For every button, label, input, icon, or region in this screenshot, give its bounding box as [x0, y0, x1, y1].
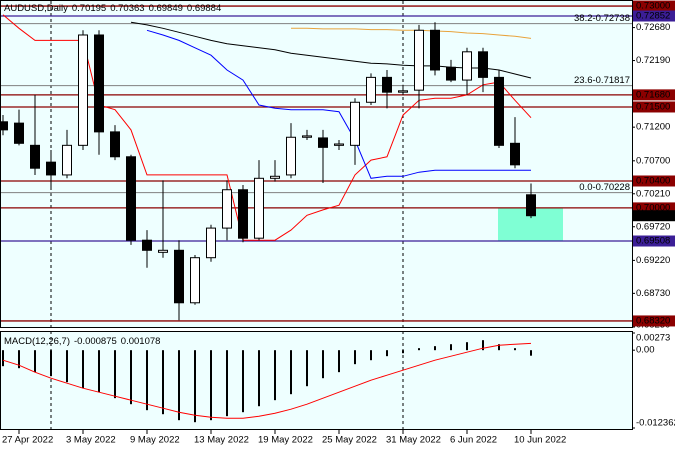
main-panel	[0, 0, 633, 328]
indicator-line	[2, 14, 532, 241]
x-tick-label: 3 May 2022	[66, 435, 116, 446]
fib-label: 23.6-0.71817	[574, 75, 630, 86]
candle-body	[254, 177, 264, 239]
candle-body	[46, 161, 56, 176]
macd-header-part: MACD(12,26,7)	[4, 336, 70, 347]
candle-body	[0, 121, 8, 131]
macd-header: MACD(12,26,7) -0.000875 0.001078	[4, 336, 160, 347]
x-tick-label: 10 Jun 2022	[514, 435, 566, 446]
fib-label: 38.2-0.72738	[574, 13, 630, 24]
candle-body	[158, 249, 168, 253]
candle-body	[142, 239, 152, 251]
y-tick-label: 0.00	[636, 345, 655, 356]
candle-body	[270, 175, 280, 179]
candle-body	[126, 156, 136, 241]
y-tick-label: 0.00273	[636, 333, 670, 344]
level-box	[633, 202, 675, 214]
chart-header-part: 0.69849	[149, 3, 183, 14]
level-box	[633, 235, 675, 247]
macd-header-part: 0.001078	[121, 336, 161, 347]
y-tick-label: 0.71200	[636, 122, 670, 133]
candle-body	[494, 76, 504, 146]
candle-body	[446, 66, 456, 81]
level-label: 0.72852	[636, 11, 670, 22]
chart-header-part: AUDUSD,Daily	[4, 3, 68, 14]
chart-header-part: 0.69884	[187, 3, 221, 14]
candle-body	[334, 143, 344, 146]
indicator-line	[146, 29, 531, 179]
level-label: 0.68320	[636, 315, 670, 326]
price-box	[633, 210, 675, 222]
x-tick-label: 6 Jun 2022	[450, 435, 497, 446]
chart-header-part: 0.70363	[110, 3, 144, 14]
candle-body	[398, 90, 408, 93]
macd-header-part: -0.000875	[74, 336, 117, 347]
level-label: 0.71680	[636, 89, 670, 100]
level-label: 0.70000	[636, 202, 670, 213]
level-label: 0.71500	[636, 101, 670, 112]
candle-body	[462, 51, 472, 81]
candle-body	[62, 144, 72, 176]
indicator-line	[291, 27, 532, 39]
fib-label: 0.0-0.70228	[579, 182, 630, 193]
level-box	[633, 101, 675, 113]
candle-body	[318, 137, 328, 148]
candle-body	[94, 34, 104, 133]
x-tick-label: 19 May 2022	[258, 435, 313, 446]
y-tick-label: 0.72680	[636, 22, 670, 33]
candle-body	[478, 51, 488, 78]
y-tick-label: 0.69220	[636, 255, 670, 266]
y-tick-label: 0.70700	[636, 155, 670, 166]
candle-body	[286, 136, 296, 176]
level-label: 0.73000	[636, 1, 670, 12]
level-box	[633, 175, 675, 187]
current-price: 0.69884	[636, 210, 670, 221]
candle-body	[174, 249, 184, 304]
x-tick-label: 25 May 2022	[322, 435, 377, 446]
x-tick-label: 9 May 2022	[130, 435, 180, 446]
y-tick-label: -0.012362	[636, 418, 675, 429]
level-box	[633, 89, 675, 101]
candle-body	[206, 227, 216, 259]
candle-body	[526, 194, 536, 217]
chart-header-part: 0.70195	[72, 3, 106, 14]
candle-body	[14, 122, 24, 144]
candle-body	[78, 34, 88, 146]
level-box	[633, 0, 675, 12]
level-box	[633, 315, 675, 327]
candle-body	[414, 29, 424, 91]
chart-header: AUDUSD,Daily 0.70195 0.70363 0.69849 0.69884	[4, 3, 221, 14]
candle-body	[430, 29, 440, 71]
candle-body	[30, 144, 40, 169]
candle-body	[302, 135, 312, 138]
x-tick-label: 31 May 2022	[386, 435, 441, 446]
x-tick-label: 27 Apr 2022	[2, 435, 53, 446]
candle-body	[110, 131, 120, 158]
macd-panel	[0, 331, 633, 430]
level-box	[633, 10, 675, 22]
candle-body	[190, 257, 200, 304]
y-tick-label: 0.68730	[636, 288, 670, 299]
level-label: 0.69508	[636, 236, 670, 247]
y-tick-label: 0.69720	[636, 221, 670, 232]
candle-body	[350, 101, 360, 146]
y-tick-label: 0.72190	[636, 55, 670, 66]
x-tick-label: 13 May 2022	[194, 435, 249, 446]
level-label: 0.70400	[636, 176, 670, 187]
signal-line	[2, 342, 532, 419]
candle-body	[510, 142, 520, 166]
y-tick-label: 0.70210	[636, 188, 670, 199]
candle-body	[366, 76, 376, 103]
candle-body	[382, 76, 392, 93]
candle-body	[222, 189, 232, 229]
candle-body	[238, 189, 248, 239]
